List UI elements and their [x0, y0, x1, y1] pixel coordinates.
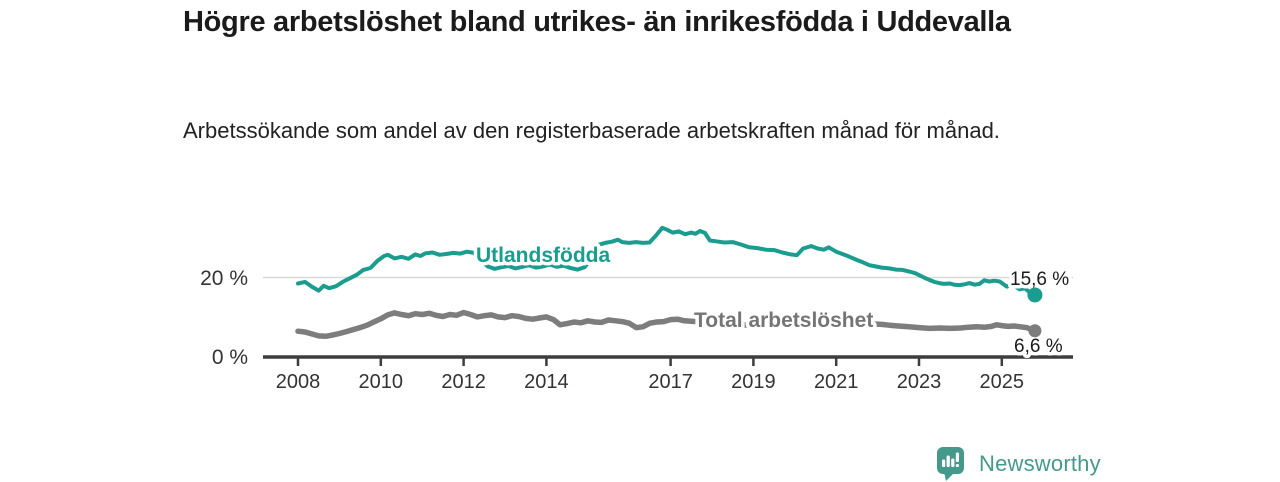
x-tick-label-2021: 2021 [814, 371, 859, 393]
end-value-label-utlandsfodda: 15,6 % [1010, 269, 1069, 290]
x-tick-label-2023: 2023 [897, 371, 942, 393]
x-axis: 2008 2010 2012 2014 2017 2019 2021 2023 2025 [263, 355, 1073, 393]
x-tick-label-2017: 2017 [648, 371, 693, 393]
end-value-label-total: 6,6 % [1014, 336, 1063, 357]
x-tick-label-2025: 2025 [980, 371, 1025, 393]
series-line-total-arbetsloshet [295, 309, 1038, 340]
series-line-utlandsfodda [296, 225, 1037, 297]
page-title: Högre arbetslöshet bland utrikes- än inr… [183, 6, 1011, 38]
bar-chart-speech-bubble-icon [937, 447, 964, 481]
y-tick-label-0: 0 % [212, 346, 248, 369]
brand-name: Newsworthy [979, 451, 1101, 476]
newsworthy-logo[interactable]: Newsworthy [936, 446, 1101, 482]
end-dot-utlandsfodda [1027, 287, 1043, 303]
label-layer: 20 % 0 % Utlandsfödda Total arbetslöshet… [200, 241, 1073, 370]
chart-subtitle: Arbetssökande som andel av den registerb… [183, 118, 1000, 143]
series-label-utlandsfodda: Utlandsfödda [476, 244, 610, 267]
x-tick-label-2008: 2008 [276, 371, 321, 393]
x-tick-label-2019: 2019 [731, 371, 776, 393]
x-tick-label-2014: 2014 [524, 371, 569, 393]
x-tick-label-2010: 2010 [359, 371, 404, 393]
end-dot-layer [1027, 287, 1043, 338]
end-dot-total-arbetsloshet [1028, 324, 1042, 338]
series-layer [295, 225, 1038, 340]
x-tick-label-2012: 2012 [441, 371, 486, 393]
series-label-total-arbetsloshet: Total arbetslöshet [694, 309, 873, 332]
y-tick-label-20: 20 % [200, 267, 248, 290]
